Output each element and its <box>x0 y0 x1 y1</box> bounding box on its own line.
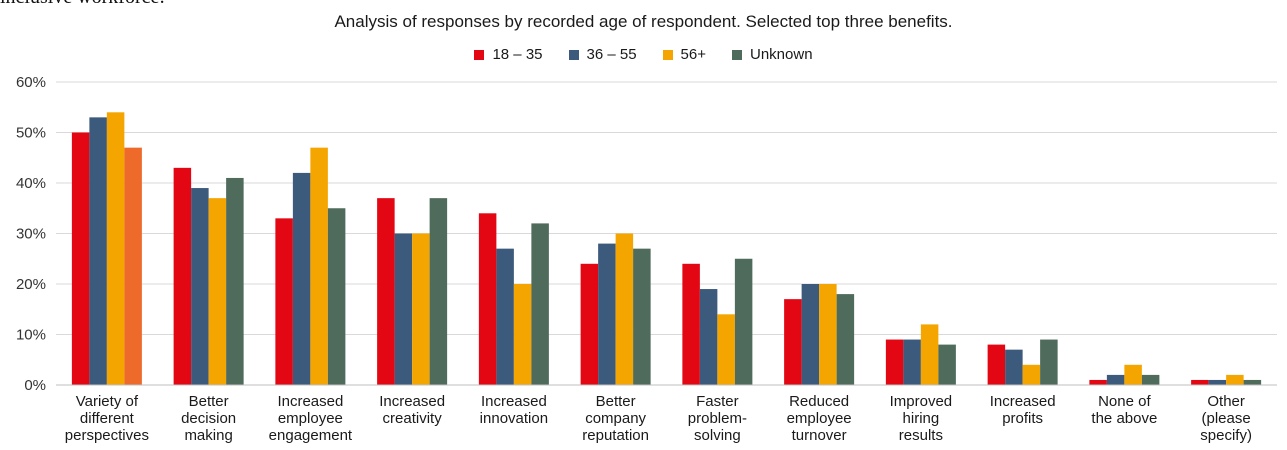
bar <box>513 284 532 385</box>
bar <box>1191 379 1209 385</box>
cut-off-title: inclusive workforce: <box>0 0 165 9</box>
bar <box>784 299 802 385</box>
bar <box>292 172 311 385</box>
y-tick-label: 20% <box>16 276 46 293</box>
legend-swatch <box>732 49 742 60</box>
bar <box>191 188 209 385</box>
bar <box>1022 364 1041 385</box>
legend-swatch <box>568 49 579 60</box>
bar <box>1124 364 1142 385</box>
category-label: Variety of different perspectives <box>65 393 149 444</box>
bar <box>394 233 413 385</box>
bar <box>938 344 956 385</box>
legend-swatch <box>662 49 673 60</box>
bar <box>903 339 921 385</box>
y-tick-label: 50% <box>16 125 46 142</box>
bar <box>106 112 125 386</box>
bar <box>496 248 514 385</box>
category-label: None of the above <box>1091 393 1157 427</box>
chart-subtitle: Analysis of responses by recorded age of… <box>334 12 953 31</box>
y-tick-label: 40% <box>16 175 46 192</box>
legend-item-56-plus: 56+ <box>662 46 706 63</box>
bar <box>377 198 395 385</box>
bar <box>885 339 904 385</box>
bar <box>682 263 700 385</box>
bar <box>1141 374 1160 385</box>
bar <box>598 243 616 385</box>
bar <box>124 147 142 385</box>
category-label: Increased innovation <box>480 393 548 427</box>
bar <box>987 344 1006 385</box>
category-label: Better company reputation <box>582 393 649 444</box>
bar <box>71 132 90 385</box>
bar <box>819 284 837 385</box>
bar <box>1005 349 1023 385</box>
chart-legend: 18 – 35 36 – 55 56+ Unknown <box>0 46 1287 63</box>
bar <box>89 117 107 385</box>
legend-label: 36 – 55 <box>586 46 637 63</box>
bar <box>801 284 820 385</box>
bar <box>633 248 651 385</box>
y-tick-label: 0% <box>24 377 46 394</box>
bar <box>327 208 346 385</box>
category-label: Better decision making <box>181 393 236 444</box>
legend-label: 56+ <box>680 46 706 63</box>
bar <box>1208 379 1227 385</box>
y-tick-label: 60% <box>16 74 46 91</box>
bar <box>734 258 753 385</box>
category-label: Other (please specify) <box>1200 393 1252 444</box>
bar <box>699 289 718 385</box>
legend-item-unknown: Unknown <box>732 46 813 63</box>
legend-item-36-55: 36 – 55 <box>568 46 637 63</box>
bar <box>580 263 599 385</box>
legend-item-18-35: 18 – 35 <box>474 46 543 63</box>
bar <box>615 233 634 385</box>
bar <box>226 177 244 385</box>
y-tick-label: 10% <box>16 327 46 344</box>
category-label: Increased employee engagement <box>269 393 353 444</box>
category-label: Improved hiring results <box>890 393 953 444</box>
category-label: Reduced employee turnover <box>787 393 852 444</box>
bar <box>478 213 497 385</box>
bar <box>531 223 549 385</box>
bar <box>412 233 430 385</box>
bar <box>310 147 328 385</box>
bar <box>836 294 855 385</box>
bar <box>173 167 192 385</box>
bar <box>1089 379 1107 385</box>
bar <box>1243 379 1262 385</box>
bar <box>1106 374 1125 385</box>
bar <box>275 218 293 385</box>
bar <box>429 198 448 385</box>
bar <box>1040 339 1058 385</box>
category-label: Increased profits <box>990 393 1056 427</box>
y-tick-label: 30% <box>16 226 46 243</box>
category-label: Faster problem-solving <box>688 393 747 444</box>
category-label: Increased creativity <box>379 393 445 427</box>
bar <box>717 314 735 385</box>
legend-label: Unknown <box>750 46 813 63</box>
legend-label: 18 – 35 <box>492 46 543 63</box>
bar <box>920 324 939 385</box>
legend-swatch <box>474 49 485 60</box>
bar <box>1226 374 1244 385</box>
bar <box>208 198 227 385</box>
